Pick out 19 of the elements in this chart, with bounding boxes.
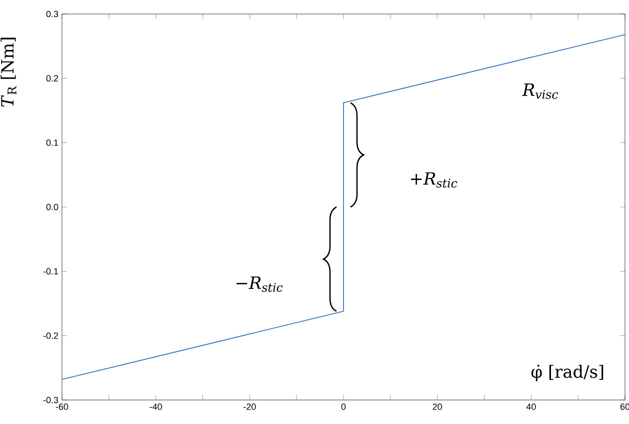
y-tick-label: 0.1 [46, 139, 58, 146]
y-tick-label: 0.2 [46, 75, 58, 82]
line-series [62, 34, 626, 380]
x-tick-label: 20 [432, 404, 442, 410]
annotation: −R$_{stic}$ [236, 276, 283, 292]
y-tick-label: -0.2 [43, 332, 58, 339]
x-tick-label: 40 [526, 404, 536, 410]
x-tick-label: -20 [244, 404, 256, 410]
x-axis-title: φ̇ [rad/s] [531, 364, 604, 382]
x-tick-label: 0 [341, 404, 346, 410]
y-tick-label: 0.0 [46, 204, 58, 210]
annotation: +R$_{stic}$ [411, 172, 458, 188]
x-tick-label: -40 [150, 404, 162, 410]
y-tick-label: 0.3 [46, 10, 58, 18]
annotation: R$_{visc}$ [522, 84, 558, 99]
y-axis-title: T$_{R}$ [Nm] [0, 38, 16, 107]
y-tick-label: -0.3 [43, 396, 58, 404]
y-tick-label: -0.1 [43, 268, 58, 275]
x-tick-label: -60 [56, 404, 68, 410]
